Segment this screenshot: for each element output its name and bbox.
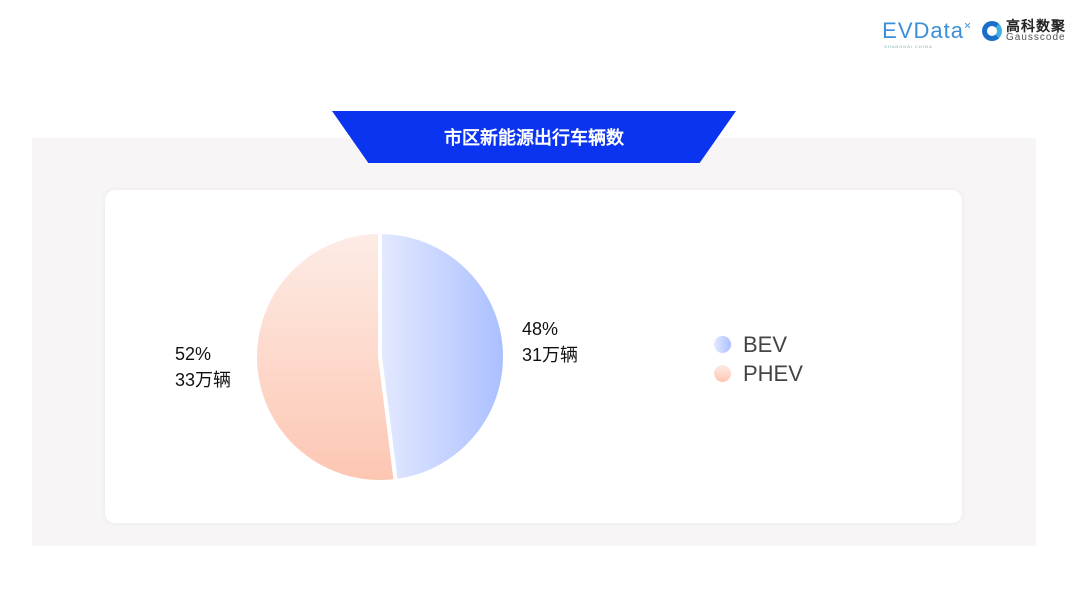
legend-dot-phev	[714, 365, 731, 382]
gausscode-logo: 高科数聚 Gausscode	[982, 19, 1066, 43]
pie-slice-bev[interactable]	[378, 229, 507, 484]
legend-item-phev[interactable]: PHEV	[714, 359, 803, 388]
legend-item-bev[interactable]: BEV	[714, 330, 803, 359]
evdata-logo: EVData× SHANGHAI CHINA	[882, 18, 972, 49]
chart-card	[105, 190, 962, 523]
data-label-bev: 48% 31万辆	[522, 319, 579, 365]
pie-slice-phev[interactable]	[253, 229, 398, 484]
legend-dot-bev	[714, 336, 731, 353]
data-label-phev: 52% 33万辆	[175, 344, 232, 390]
chart-title: 市区新能源出行车辆数	[332, 111, 736, 163]
legend: BEV PHEV	[714, 330, 803, 388]
gausscode-logo-icon	[982, 21, 1002, 41]
logos: EVData× SHANGHAI CHINA 高科数聚 Gausscode	[882, 18, 1066, 49]
